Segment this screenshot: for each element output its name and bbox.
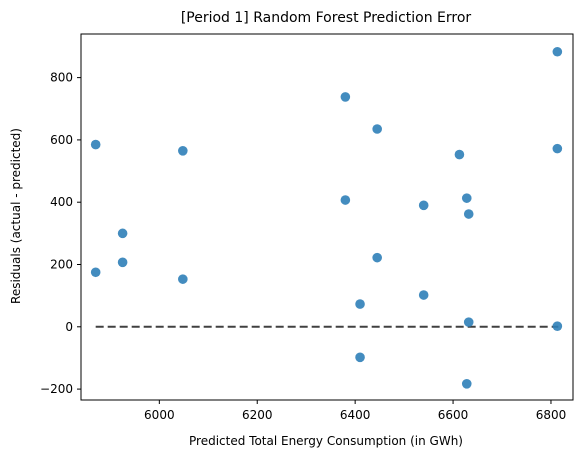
data-point [340, 92, 351, 102]
data-point [178, 146, 188, 156]
x-tick-label: 6800 [536, 408, 567, 422]
x-tick-label: 6600 [438, 408, 469, 422]
y-tick-label: 400 [50, 195, 73, 209]
y-tick-label: 600 [50, 133, 73, 147]
data-point [178, 274, 188, 284]
data-point [463, 209, 474, 219]
data-point [463, 317, 474, 327]
data-point [90, 139, 101, 150]
data-point [340, 195, 351, 205]
x-tick-label: 6400 [340, 408, 371, 422]
data-point [90, 267, 101, 278]
y-axis-label: Residuals (actual - predicted) [9, 128, 23, 304]
chart-title: [Period 1] Random Forest Prediction Erro… [181, 10, 472, 26]
data-point [552, 321, 563, 331]
data-point [355, 299, 365, 309]
data-point [418, 200, 429, 211]
data-point [117, 257, 128, 268]
data-point [461, 193, 472, 203]
data-point [372, 252, 382, 263]
y-tick-label: 800 [50, 71, 73, 85]
data-points [90, 46, 563, 389]
data-point [372, 124, 382, 134]
data-point [355, 352, 365, 363]
plot-frame [80, 33, 574, 401]
y-tick-label: 200 [50, 258, 73, 272]
data-point [552, 143, 563, 154]
data-point [454, 149, 465, 160]
y-tick-label: −200 [40, 382, 73, 396]
data-point [117, 228, 128, 239]
data-point [418, 290, 429, 300]
y-axis-ticks: −200 0 200 400 600 800 [40, 71, 81, 396]
x-axis-label: Predicted Total Energy Consumption (in G… [189, 434, 463, 448]
x-tick-label: 6000 [144, 408, 175, 422]
data-point [552, 46, 563, 57]
data-point [461, 379, 472, 389]
x-axis-ticks: 6000 6200 6400 6600 6800 [144, 400, 566, 422]
plot-area [80, 33, 574, 401]
y-tick-label: 0 [65, 320, 73, 334]
x-tick-label: 6200 [242, 408, 273, 422]
